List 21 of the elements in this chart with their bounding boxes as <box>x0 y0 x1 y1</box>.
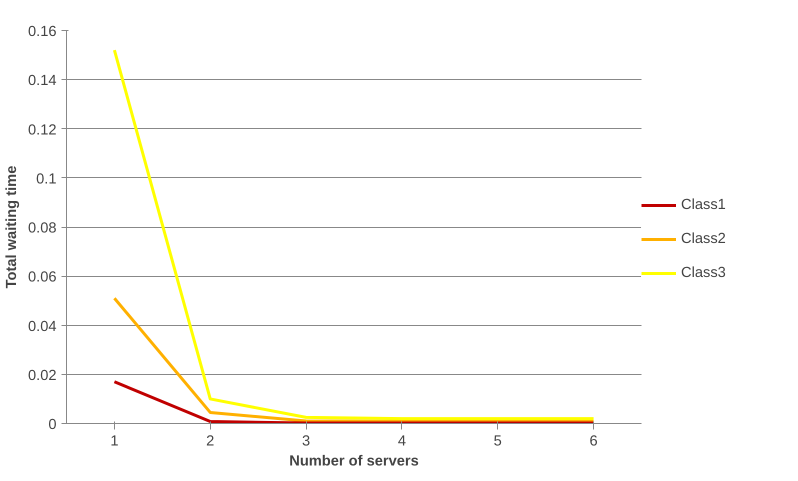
x-tick-label: 4 <box>398 434 406 450</box>
y-tick-label: 0.02 <box>28 368 57 384</box>
y-tick-label: 0.06 <box>28 270 57 286</box>
legend-label: Class2 <box>681 231 726 247</box>
y-tick-label: 0.08 <box>28 220 57 236</box>
y-axis-title: Total waiting time <box>4 166 20 288</box>
y-tick-label: 0 <box>48 417 57 433</box>
line-series <box>112 48 596 420</box>
x-tick-label: 6 <box>590 434 598 450</box>
y-tick-label: 0.16 <box>28 24 57 40</box>
x-tick-label: 2 <box>206 434 214 450</box>
x-tick-label: 5 <box>494 434 502 450</box>
x-tick-label: 1 <box>110 434 118 450</box>
x-axis-title: Number of servers <box>289 454 419 470</box>
legend-label: Class1 <box>681 197 726 213</box>
y-tick-label: 0.14 <box>28 73 57 90</box>
x-tick-label: 3 <box>302 434 310 450</box>
y-tick-label: 0.04 <box>28 318 57 335</box>
legend-label: Class3 <box>681 265 726 281</box>
y-tick-label: 0.1 <box>36 171 56 188</box>
y-tick-label: 0.12 <box>28 122 57 138</box>
